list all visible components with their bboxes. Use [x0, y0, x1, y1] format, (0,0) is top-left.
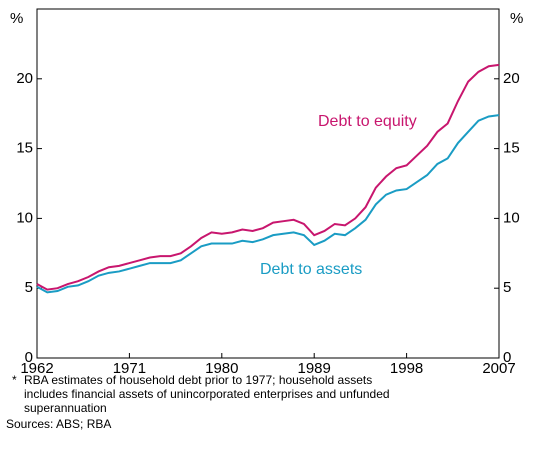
sources: Sources: ABS; RBA — [6, 417, 111, 431]
y-tick-label: 5 — [25, 279, 33, 296]
footnote-line: includes financial assets of unincorpora… — [24, 387, 390, 401]
y-unit-right: % — [510, 10, 523, 27]
series-line — [36, 63, 500, 291]
y-tick-label: 10 — [503, 209, 520, 226]
y-tick-label: 0 — [25, 349, 33, 366]
y-unit-left: % — [10, 10, 23, 27]
series-label: Debt to assets — [260, 261, 362, 278]
plot-frame — [36, 8, 500, 359]
y-tick-label: 5 — [503, 279, 511, 296]
x-tick-label: 1971 — [113, 360, 146, 377]
x-tick-label: 1989 — [298, 360, 331, 377]
footnote-line: superannuation — [24, 401, 107, 415]
x-tick-label: 1980 — [205, 360, 238, 377]
x-tick-label: 1962 — [20, 360, 53, 377]
y-tick-label: 20 — [16, 70, 33, 87]
y-tick-label: 10 — [16, 209, 33, 226]
x-tick-label: 1998 — [390, 360, 423, 377]
footnote-line: RBA estimates of household debt prior to… — [24, 373, 372, 387]
x-tick-label: 2007 — [482, 360, 515, 377]
series-label: Debt to equity — [318, 113, 417, 130]
y-tick-label: 15 — [503, 140, 520, 157]
series-line — [36, 114, 500, 294]
y-tick-label: 15 — [16, 140, 33, 157]
y-tick-label: 20 — [503, 70, 520, 87]
y-tick-label: 0 — [503, 349, 511, 366]
footnote-marker: * — [12, 373, 17, 387]
